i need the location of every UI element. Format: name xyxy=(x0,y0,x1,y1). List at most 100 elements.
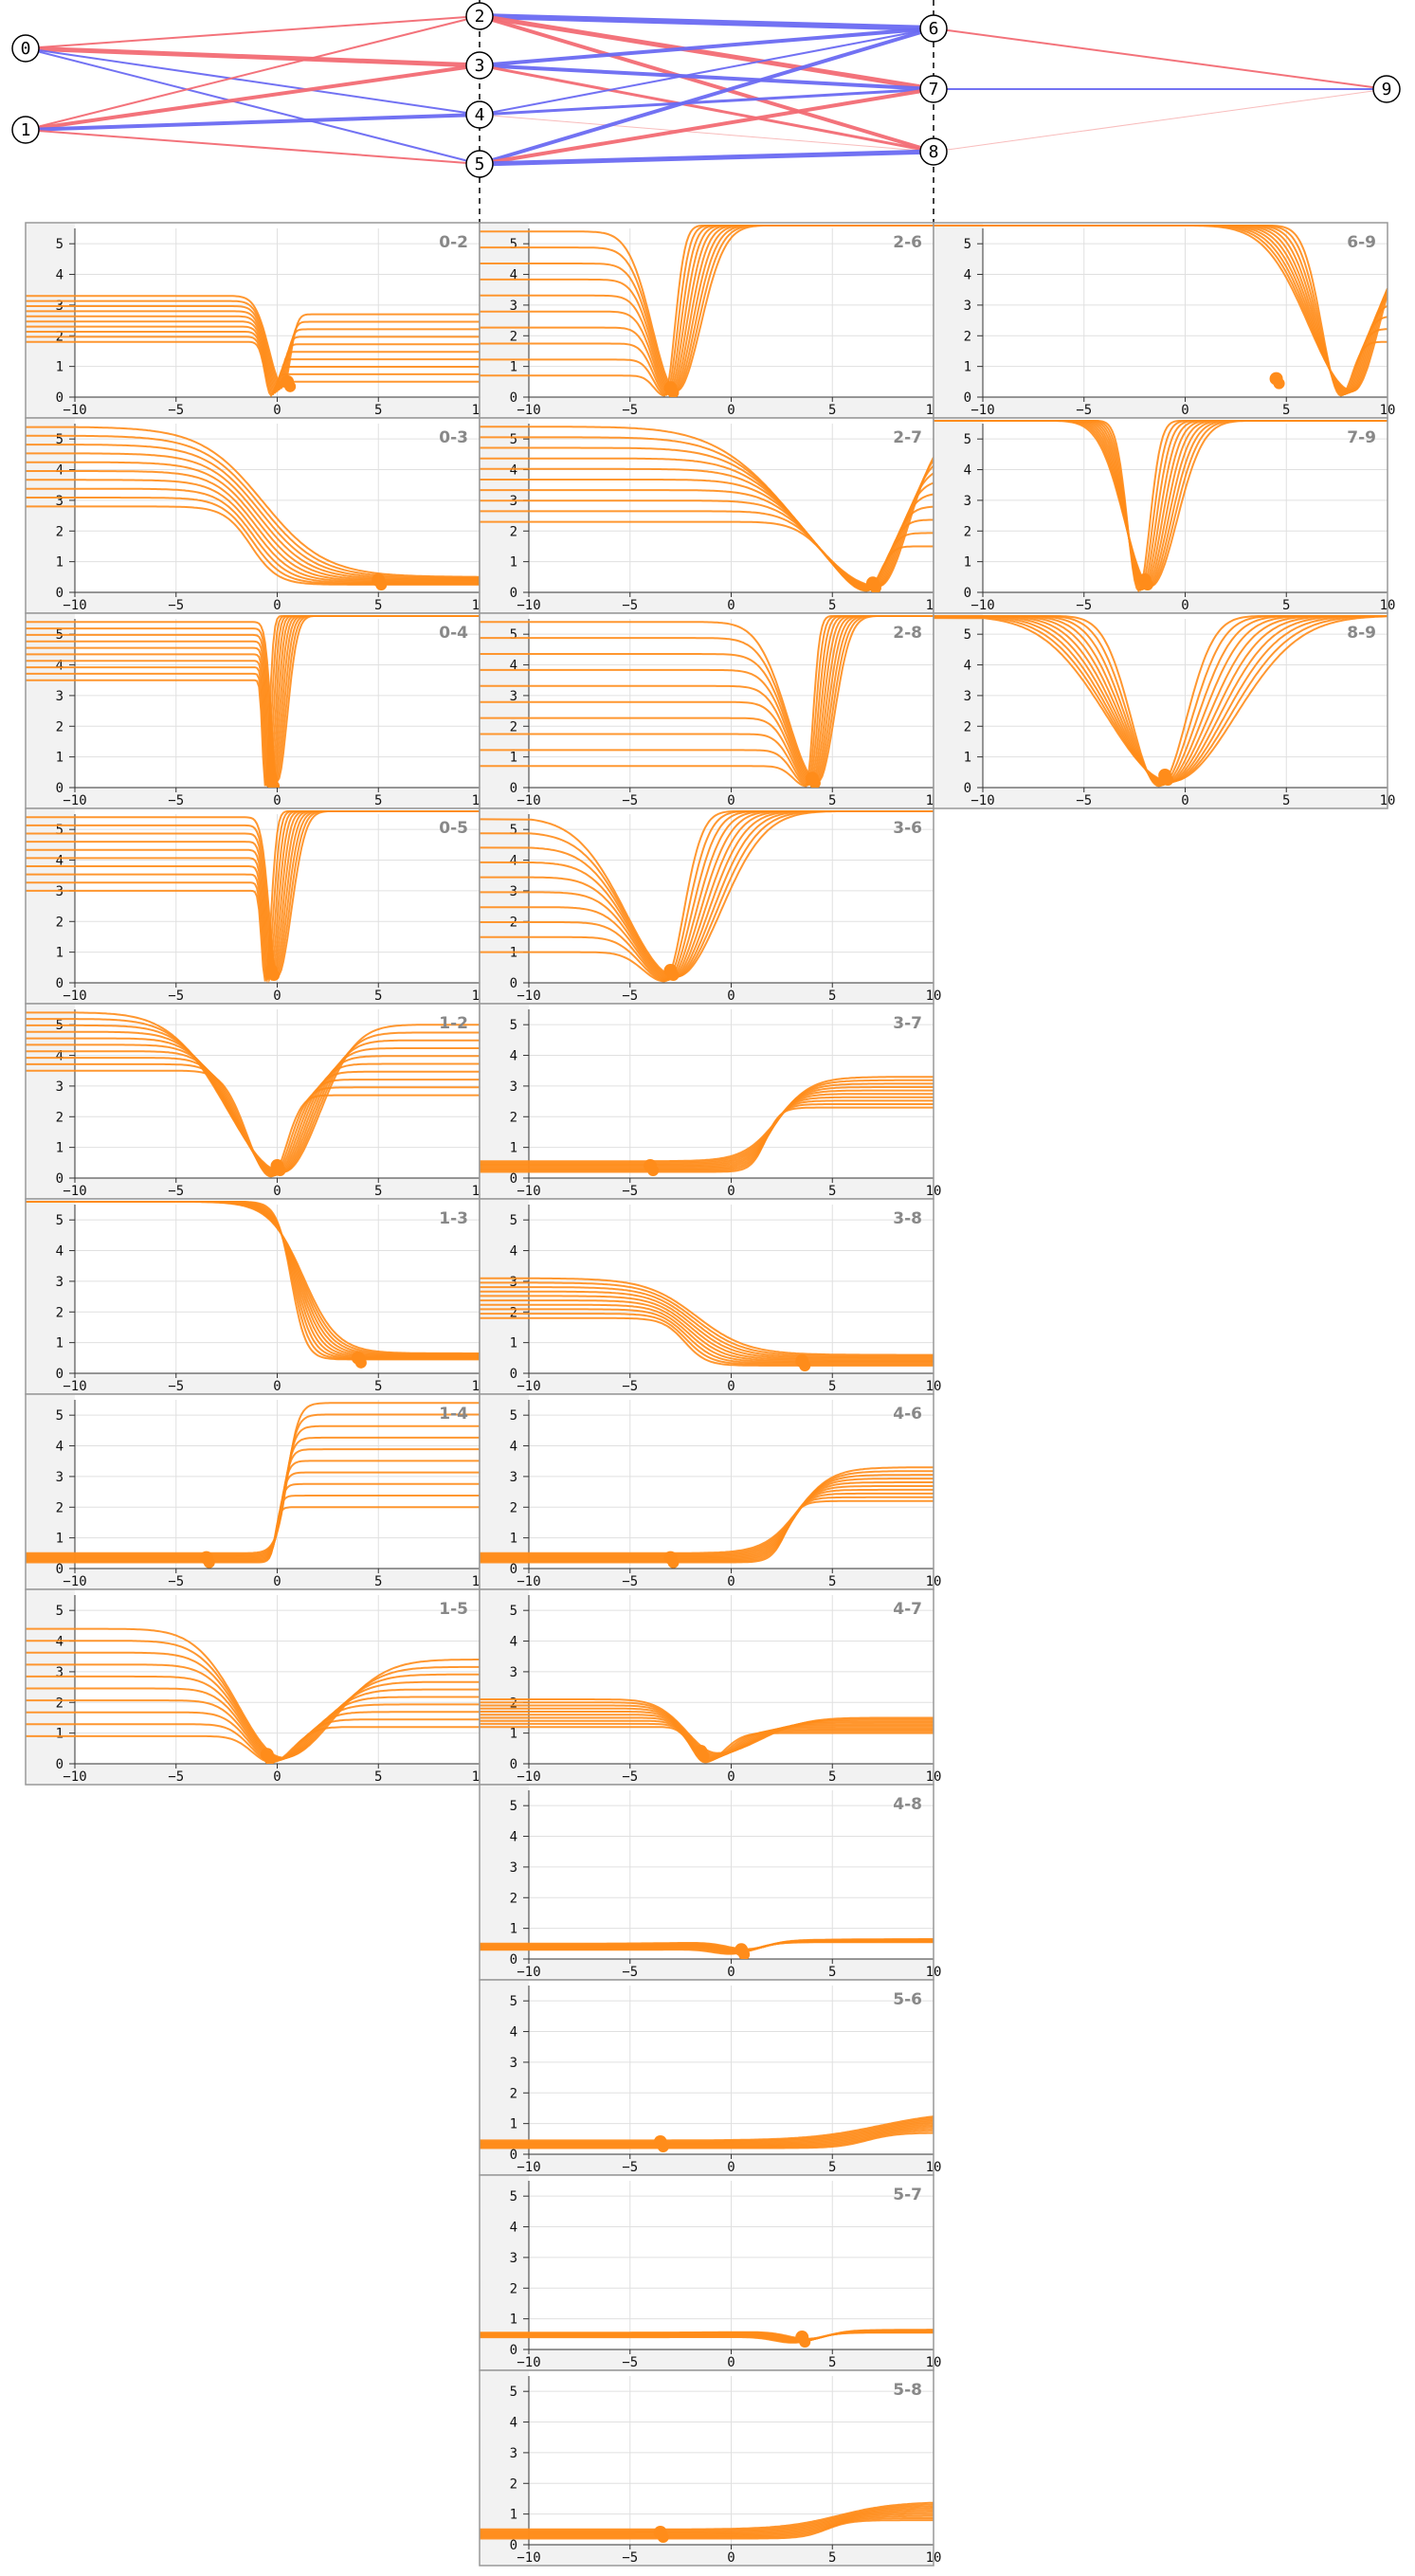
x-axis-band xyxy=(934,592,1388,613)
y-tick-label: 4 xyxy=(56,1049,63,1064)
node-2 xyxy=(465,2,494,30)
x-tick-label: 0 xyxy=(273,1769,281,1785)
curve xyxy=(480,1106,934,1173)
y-tick-label: 4 xyxy=(510,659,517,674)
curve xyxy=(934,420,1388,588)
panel-title: 2-8 xyxy=(893,624,922,643)
x-tick-label: 0 xyxy=(273,598,281,613)
y-tick-label: 5 xyxy=(964,627,971,643)
y-tick-label: 4 xyxy=(56,1440,63,1455)
curve xyxy=(480,1492,934,1562)
x-axis-band xyxy=(480,1178,934,1199)
curves xyxy=(26,810,480,983)
panel-bg xyxy=(26,1004,480,1199)
node-3 xyxy=(465,51,494,80)
panel-title: 5-7 xyxy=(893,2186,922,2204)
panel-title: 2-6 xyxy=(893,233,922,252)
curve xyxy=(480,1086,934,1166)
y-tick-label: 0 xyxy=(964,781,971,796)
x-tick-label: 0 xyxy=(727,1965,735,1980)
marker xyxy=(1273,377,1285,390)
curves xyxy=(26,295,480,397)
y-tick-label: 1 xyxy=(510,1727,517,1742)
y-tick-label: 4 xyxy=(56,659,63,674)
x-tick-label: −10 xyxy=(517,793,540,808)
y-tick-label: 1 xyxy=(964,360,971,375)
curve xyxy=(480,1290,934,1360)
y-tick-label: 5 xyxy=(510,1213,517,1228)
curves xyxy=(934,420,1388,592)
panel-title: 1-5 xyxy=(439,1600,468,1619)
x-tick-label: 0 xyxy=(727,2550,735,2566)
curves xyxy=(480,2329,934,2349)
node-0 xyxy=(11,34,40,63)
curve xyxy=(480,1470,934,1555)
curve xyxy=(480,1093,934,1169)
curves xyxy=(480,1938,934,1959)
y-tick-label: 0 xyxy=(56,976,63,991)
curve xyxy=(480,1485,934,1560)
curve xyxy=(934,615,1388,783)
y-axis-band xyxy=(26,223,75,397)
curve xyxy=(26,1402,480,1554)
edge-0-3 xyxy=(25,45,481,68)
curve xyxy=(480,615,934,784)
y-tick-label: 5 xyxy=(510,1604,517,1619)
x-tick-label: 0 xyxy=(727,1379,735,1394)
y-tick-label: 2 xyxy=(510,1500,517,1515)
x-tick-label: −5 xyxy=(168,793,184,808)
x-axis-band xyxy=(480,1569,934,1589)
x-tick-label: −5 xyxy=(622,1379,638,1394)
marker xyxy=(799,2336,811,2349)
curve xyxy=(480,2519,934,2540)
panel-bg xyxy=(26,1589,480,1785)
curve xyxy=(480,1281,934,1357)
x-tick-label: 5 xyxy=(828,1574,836,1589)
x-tick-label: −10 xyxy=(63,598,86,613)
x-tick-label: −5 xyxy=(622,2550,638,2566)
x-tick-label: −10 xyxy=(517,2355,540,2370)
y-tick-label: 1 xyxy=(56,946,63,961)
curve xyxy=(480,1076,934,1163)
edge-1-2 xyxy=(25,15,481,131)
x-tick-label: 5 xyxy=(1282,598,1290,613)
y-tick-label: 5 xyxy=(510,1018,517,1033)
x-tick-label: −5 xyxy=(622,989,638,1004)
x-tick-label: −5 xyxy=(168,1184,184,1199)
x-axis-band xyxy=(934,788,1388,808)
y-axis-band xyxy=(480,418,529,592)
y-tick-label: 3 xyxy=(510,2056,517,2071)
y-tick-label: 2 xyxy=(510,2476,517,2492)
x-tick-label: −5 xyxy=(622,1574,638,1589)
edge-0-2 xyxy=(25,15,481,49)
curve xyxy=(480,1488,934,1561)
y-axis-band xyxy=(480,1394,529,1569)
edge-4-6 xyxy=(479,27,934,116)
curve xyxy=(480,1103,934,1172)
y-tick-label: 1 xyxy=(56,1727,63,1742)
x-axis-band xyxy=(480,2154,934,2175)
marker xyxy=(268,970,281,982)
x-tick-label: 0 xyxy=(727,989,735,1004)
marker xyxy=(263,1753,276,1764)
y-tick-label: 3 xyxy=(56,494,63,509)
y-tick-label: 5 xyxy=(510,2189,517,2204)
panel-title: 5-8 xyxy=(893,2381,922,2400)
y-tick-label: 3 xyxy=(510,1860,517,1876)
y-tick-label: 1 xyxy=(510,946,517,961)
x-tick-label: −5 xyxy=(168,1379,184,1394)
x-tick-label: 0 xyxy=(727,598,735,613)
marker xyxy=(1141,579,1153,591)
y-tick-label: 0 xyxy=(510,2343,517,2358)
y-tick-label: 0 xyxy=(510,976,517,991)
marker xyxy=(375,579,388,591)
y-tick-label: 3 xyxy=(510,1665,517,1680)
panel-title: 3-7 xyxy=(893,1014,922,1033)
node-label-0: 0 xyxy=(21,39,31,59)
panel-bg xyxy=(480,613,934,808)
curves xyxy=(26,1011,480,1178)
curve xyxy=(480,2503,934,2531)
